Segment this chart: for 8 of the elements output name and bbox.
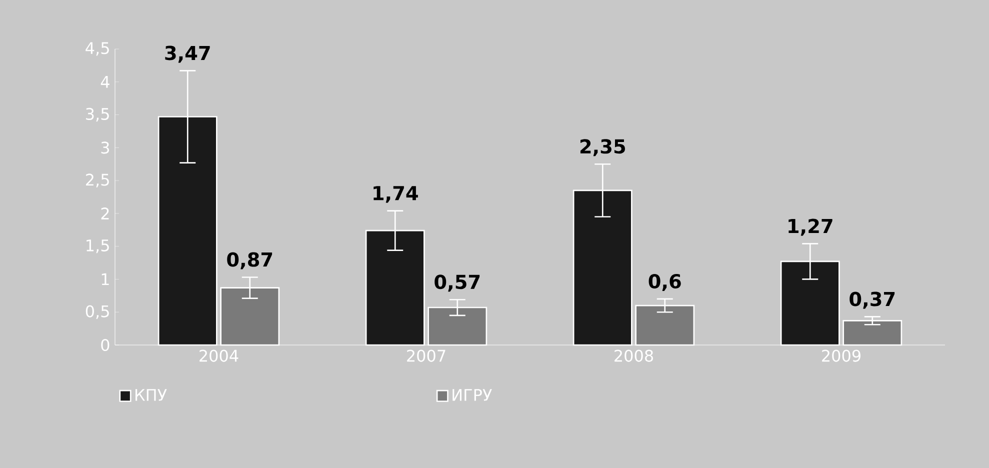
data-label: 3,47 (165, 46, 210, 63)
data-label: 0,6 (648, 274, 681, 291)
data-label: 1,27 (788, 218, 832, 236)
data-label: 0,37 (850, 292, 895, 309)
data-label: 2,35 (580, 139, 625, 156)
data-label: 0,87 (227, 252, 272, 270)
data-label: 1,74 (374, 186, 418, 203)
data-label: 0,57 (434, 274, 480, 292)
